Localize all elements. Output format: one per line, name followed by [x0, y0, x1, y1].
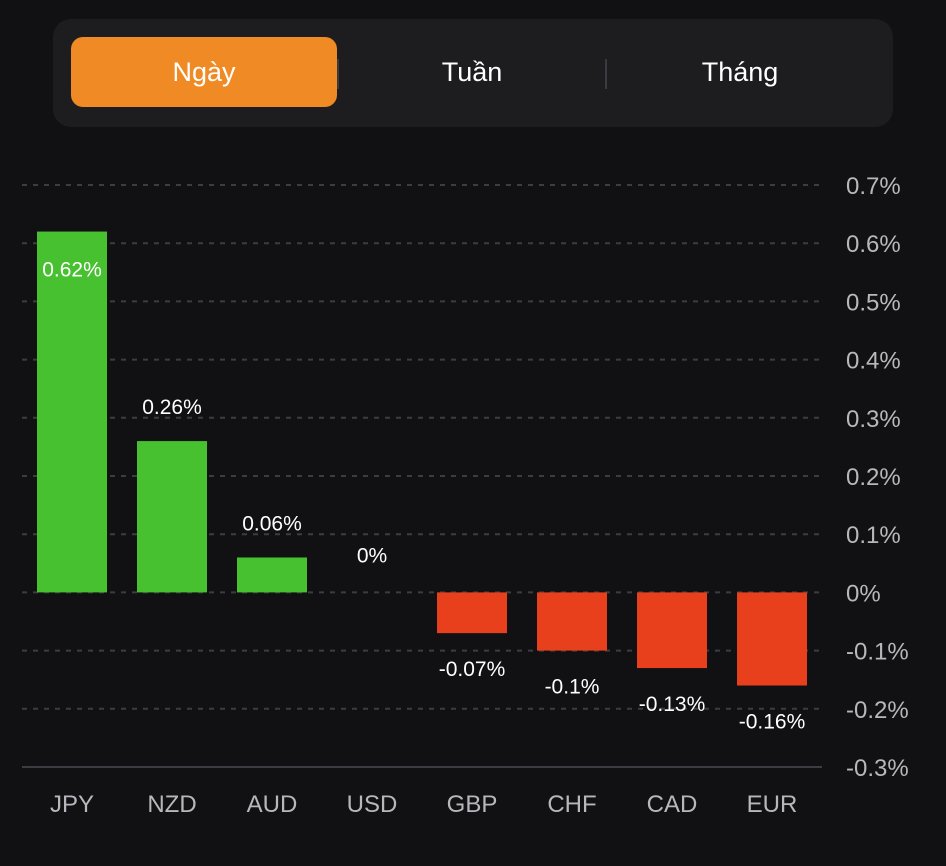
y-tick-label: -0.3%: [846, 755, 909, 782]
y-tick-label: -0.2%: [846, 697, 909, 724]
y-tick-label: 0.3%: [846, 406, 901, 433]
value-label: -0.16%: [739, 711, 806, 734]
category-label: EUR: [747, 791, 798, 818]
category-label: GBP: [447, 791, 498, 818]
bar-chf[interactable]: [537, 592, 607, 651]
bar-jpy[interactable]: [37, 231, 107, 593]
category-label: AUD: [247, 791, 298, 818]
value-label: 0.06%: [242, 512, 302, 535]
value-label: 0.62%: [42, 259, 102, 282]
tab-divider: [337, 59, 339, 89]
tab-day[interactable]: Ngày: [71, 37, 337, 107]
tab-month[interactable]: Tháng: [701, 56, 779, 87]
y-tick-label: 0.6%: [846, 231, 901, 258]
category-label: NZD: [147, 791, 196, 818]
tab-week[interactable]: Tuần: [441, 56, 503, 87]
value-label: 0.26%: [142, 396, 202, 419]
bar-aud[interactable]: [237, 557, 307, 593]
value-label: -0.07%: [439, 658, 506, 681]
bar-eur[interactable]: [737, 592, 807, 686]
chart-bars: [37, 231, 807, 686]
bar-cad[interactable]: [637, 592, 707, 669]
chart-labels: 0.7% 0.6% 0.5% 0.4% 0.3% 0.2% 0.1% 0% -0.1% -0.2%…: [42, 173, 908, 818]
y-tick-label: 0.1%: [846, 522, 901, 549]
category-label: USD: [347, 791, 398, 818]
y-tick-label: 0%: [846, 580, 881, 607]
category-label: CAD: [647, 791, 698, 818]
bar-nzd[interactable]: [137, 441, 207, 593]
value-label: -0.13%: [639, 693, 706, 716]
chart-grid: [22, 184, 822, 768]
value-label: 0%: [357, 544, 387, 567]
category-label: CHF: [547, 791, 596, 818]
y-tick-label: 0.5%: [846, 289, 901, 316]
category-label: JPY: [50, 791, 94, 818]
y-tick-label: 0.7%: [846, 173, 901, 200]
y-tick-label: 0.2%: [846, 464, 901, 491]
value-label: -0.1%: [545, 676, 600, 699]
tab-divider: [605, 59, 607, 89]
period-selector: Ngày Tuần Tháng: [53, 19, 893, 127]
y-tick-label: 0.4%: [846, 348, 901, 375]
bar-gbp[interactable]: [437, 592, 507, 634]
y-tick-label: -0.1%: [846, 639, 909, 666]
